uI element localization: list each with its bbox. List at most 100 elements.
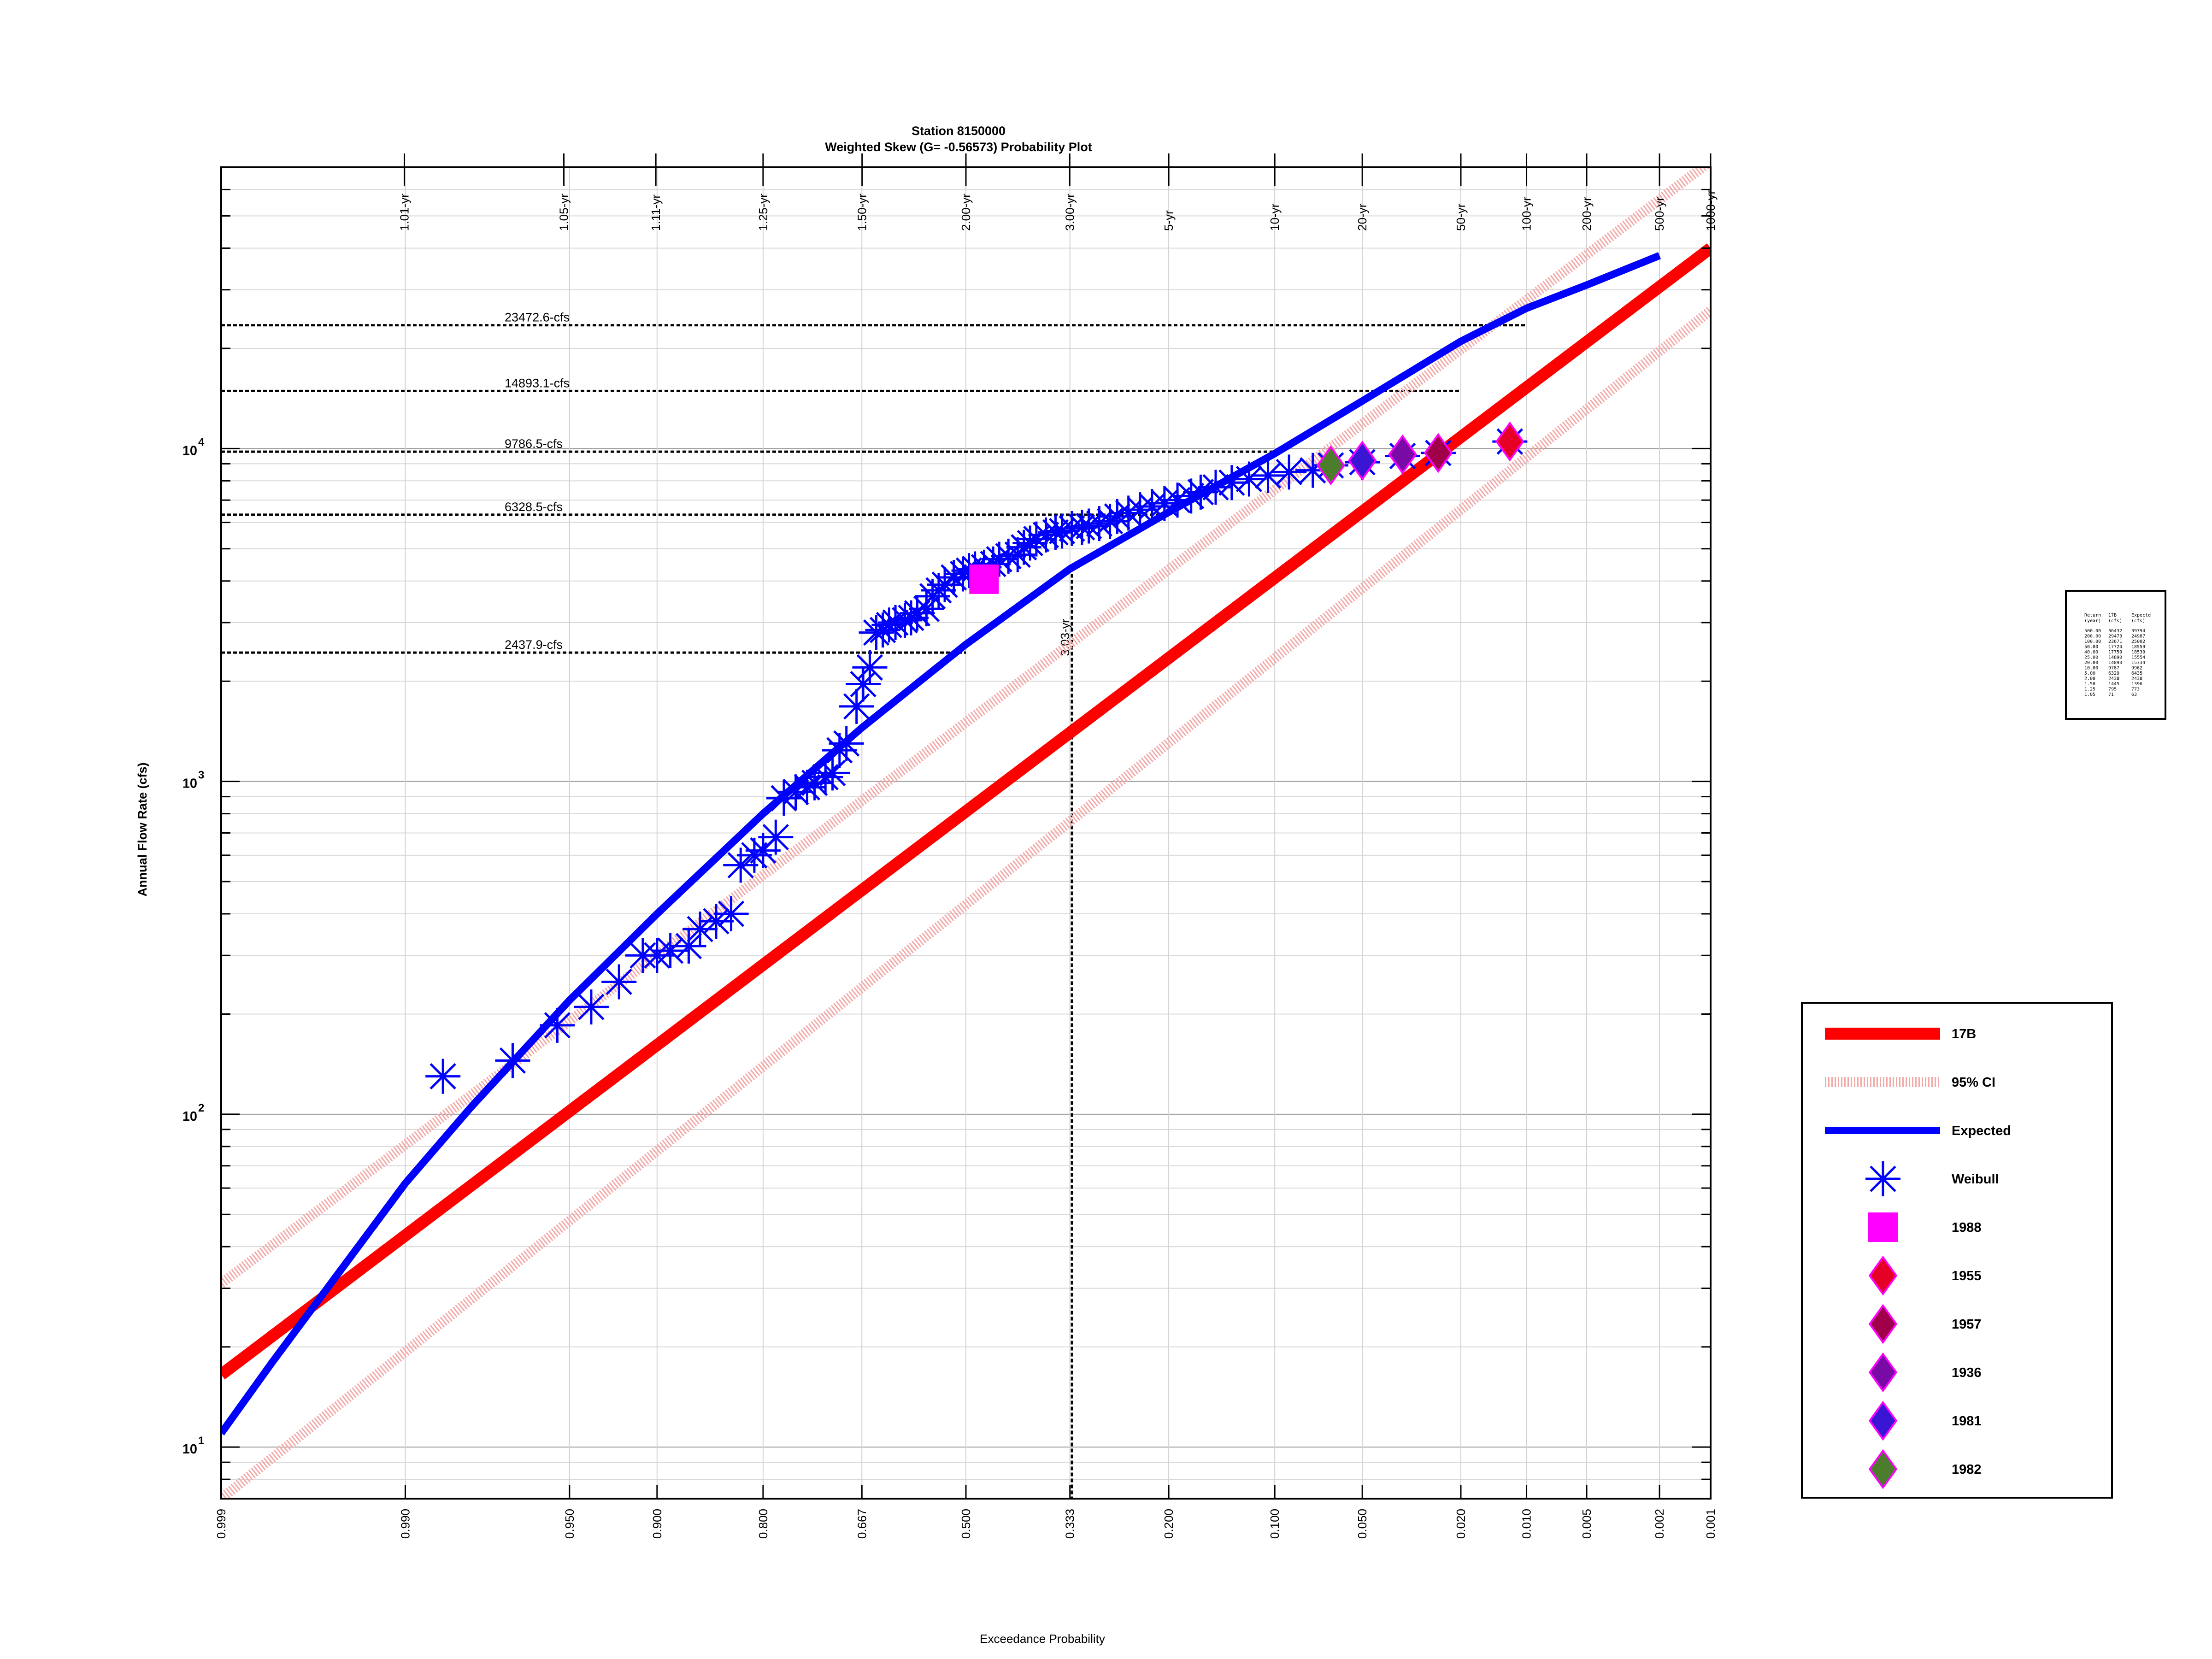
x-tick-label: 0.100 — [1268, 1509, 1282, 1539]
weibull-point — [723, 847, 759, 883]
summary-table-cell: 6435 — [2131, 671, 2142, 676]
summary-table-cell: 17724 — [2108, 645, 2122, 650]
summary-table-cell: 18539 — [2131, 650, 2145, 655]
series-layer — [221, 167, 1711, 1499]
legend-label: Expected — [1952, 1124, 2011, 1138]
y-tick-label: 10 — [182, 1442, 197, 1457]
y-axis-label: Annual Flow Rate (cfs) — [135, 762, 149, 896]
y-tick-exponent: 4 — [198, 436, 205, 448]
asterisk-stroke — [955, 557, 982, 584]
return-period-label: 200-yr — [1580, 197, 1594, 231]
summary-table-cell: 1.25 — [2084, 687, 2095, 692]
x-tick-label: 0.010 — [1520, 1509, 1534, 1539]
asterisk-stroke — [657, 937, 684, 964]
summary-table-cell: 795 — [2108, 687, 2117, 692]
asterisk-stroke — [771, 785, 797, 812]
return-period-label: 1.11-yr — [649, 194, 663, 231]
asterisk-stroke — [762, 824, 789, 851]
axes: 0.999 0.990 0.950 0.900 0.800 0.667 0.500 0.333… — [182, 153, 1718, 1539]
x-tick-label: 0.990 — [398, 1509, 412, 1539]
asterisk-stroke — [1218, 469, 1245, 496]
asterisk-stroke — [1069, 514, 1095, 541]
x-tick-label: 0.950 — [563, 1509, 577, 1539]
weibull-point — [653, 933, 688, 968]
asterisk-stroke — [913, 595, 940, 622]
summary-table-cell: 10.00 — [2084, 666, 2098, 671]
marker-layer — [425, 421, 1528, 1094]
x-axis-label: Exceedance Probability — [980, 1632, 1105, 1646]
asterisk-stroke — [578, 994, 605, 1020]
weibull-point — [927, 567, 963, 602]
x-tick-label: 0.900 — [650, 1509, 664, 1539]
asterisk-stroke — [718, 900, 745, 927]
summary-table-cell: 39794 — [2131, 629, 2145, 634]
point-1981 — [1347, 441, 1377, 481]
summary-table-header: Expectd — [2131, 613, 2151, 618]
asterisk-stroke — [1104, 503, 1131, 530]
summary-table-header: (cfs) — [2131, 618, 2145, 624]
asterisk-stroke — [1042, 519, 1069, 546]
summary-table-cell: 18559 — [2131, 645, 2145, 650]
weibull-point — [495, 1043, 530, 1078]
ci-upper-line — [221, 167, 1711, 1288]
asterisk-stroke — [1187, 479, 1214, 506]
summary-table-cell: 50.00 — [2084, 645, 2098, 650]
weibull-point — [797, 765, 832, 800]
weibull-point — [540, 1007, 575, 1043]
summary-table-cell: 773 — [2131, 687, 2140, 692]
x-tick-label: 0.500 — [959, 1509, 973, 1539]
return-period-label: 2.00-yr — [959, 194, 973, 231]
asterisk-stroke — [856, 654, 883, 681]
legend-swatch-diamond — [1868, 1400, 1898, 1441]
weibull-point — [601, 964, 637, 1000]
x-tick-label: 0.002 — [1653, 1509, 1666, 1539]
weibull-point — [1160, 482, 1195, 518]
asterisk-stroke — [1276, 459, 1302, 485]
chart-title: Station 8150000 — [912, 124, 1006, 138]
return-period-label: 500-yr — [1653, 197, 1666, 231]
summary-table-header: 17B — [2108, 613, 2117, 618]
series-17b-line — [221, 243, 1711, 1380]
weibull-point — [1183, 474, 1218, 510]
return-period-label: 1.01-yr — [398, 194, 412, 231]
summary-table-cell: 1445 — [2108, 682, 2119, 687]
reference-line-label: 2437.9-cfs — [505, 638, 563, 652]
y-tick-exponent: 2 — [198, 1102, 204, 1114]
legend-label: 1936 — [1952, 1365, 1982, 1380]
weibull-point — [1147, 486, 1182, 521]
asterisk-stroke — [1235, 465, 1263, 493]
legend-swatch-diamond — [1868, 1255, 1898, 1296]
y-tick-label: 10 — [182, 1109, 197, 1124]
point-1982 — [1316, 445, 1346, 486]
asterisk-stroke — [1202, 474, 1229, 501]
summary-table-cell: 25.00 — [2084, 655, 2098, 660]
asterisk-stroke — [606, 968, 632, 995]
return-period-label: 10-yr — [1268, 203, 1282, 231]
asterisk-stroke — [1076, 512, 1102, 540]
weibull-point — [1214, 465, 1249, 500]
weibull-point — [713, 896, 749, 932]
reference-line-label: 14893.1-cfs — [505, 376, 570, 390]
return-period-label: 5-yr — [1162, 210, 1176, 231]
x-tick-label: 0.005 — [1580, 1509, 1594, 1539]
summary-table-cell: 24987 — [2131, 634, 2145, 639]
asterisk-stroke — [429, 1063, 456, 1090]
summary-table-cell: 15334 — [2131, 660, 2145, 665]
summary-table-cell: 2438 — [2108, 677, 2119, 682]
x-tick-label: 0.667 — [855, 1509, 869, 1539]
weibull-point — [1064, 510, 1100, 545]
legend-label: 1981 — [1952, 1414, 1982, 1429]
asterisk-stroke — [843, 693, 870, 720]
y-tick-exponent: 1 — [198, 1435, 204, 1447]
summary-table-cell: 36432 — [2108, 629, 2122, 634]
asterisk-stroke — [819, 759, 846, 786]
weibull-point — [839, 688, 874, 724]
legend-label: 1988 — [1952, 1220, 1982, 1235]
legend-label: 1955 — [1952, 1269, 1982, 1283]
summary-table-cell: 71 — [2108, 692, 2114, 697]
legend-label: 17B — [1952, 1027, 1976, 1041]
summary-table-cell: 17759 — [2108, 650, 2122, 655]
legend-label: 1957 — [1952, 1317, 1982, 1332]
weibull-point — [425, 1059, 461, 1094]
summary-table-header: Return — [2084, 613, 2101, 618]
